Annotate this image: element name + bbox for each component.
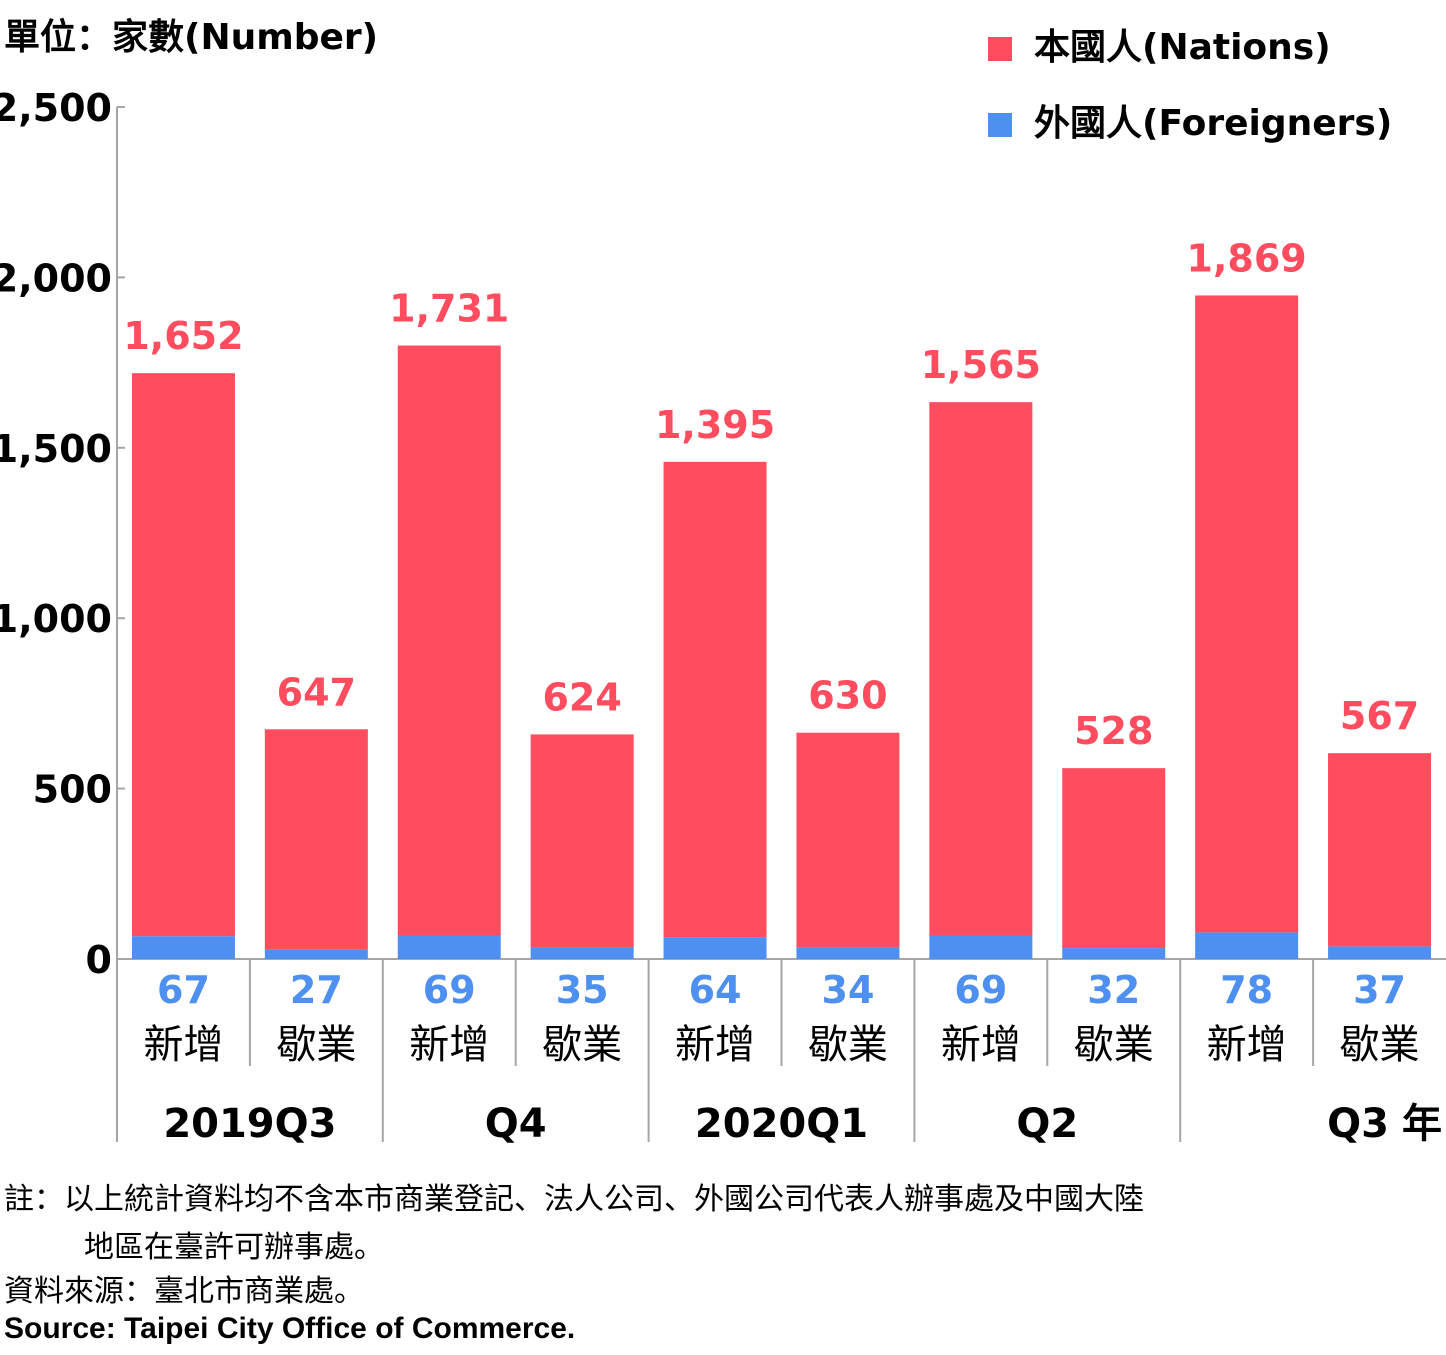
bar-foreigners bbox=[397, 935, 501, 959]
legend-item-nations: 本國人(Nations) bbox=[988, 18, 1331, 70]
legend-label-nations: 本國人(Nations) bbox=[1034, 27, 1331, 68]
bar-nations bbox=[530, 734, 634, 948]
data-label-foreigners: 67 bbox=[157, 968, 210, 1012]
x-category-label: 歇業 bbox=[808, 1022, 888, 1068]
bar-foreigners bbox=[131, 936, 235, 959]
x-year-label: 年 bbox=[1402, 1101, 1442, 1147]
bar-nations bbox=[264, 729, 368, 950]
y-tick-label: 1,000 bbox=[0, 597, 112, 641]
note-line-1: 註：以上統計資料均不含本市商業登記、法人公司、外國公司代表人辦事處及中國大陸 bbox=[4, 1182, 1144, 1217]
legend-label-foreigners: 外國人(Foreigners) bbox=[1034, 103, 1393, 144]
bar-nations bbox=[131, 373, 235, 937]
bar-foreigners bbox=[663, 937, 767, 959]
y-tick-label: 2,000 bbox=[0, 256, 112, 300]
x-category-label: 新增 bbox=[143, 1022, 223, 1068]
y-tick-label: 2,500 bbox=[0, 86, 112, 130]
data-label-nations: 624 bbox=[542, 675, 621, 719]
data-label-foreigners: 34 bbox=[822, 968, 875, 1012]
legend-swatch-foreigners bbox=[988, 113, 1012, 137]
x-group-label: Q3 bbox=[1327, 1101, 1389, 1147]
bar-foreigners bbox=[929, 935, 1033, 959]
data-label-foreigners: 27 bbox=[290, 968, 343, 1012]
data-label-nations: 528 bbox=[1074, 709, 1153, 753]
data-label-nations: 1,652 bbox=[123, 314, 243, 358]
bar-nations bbox=[1195, 295, 1299, 933]
bar-foreigners bbox=[1195, 932, 1299, 959]
data-label-foreigners: 37 bbox=[1353, 968, 1406, 1012]
data-label-foreigners: 69 bbox=[423, 968, 476, 1012]
unit-label: 單位：家數(Number) bbox=[4, 17, 379, 58]
bar-nations bbox=[663, 461, 767, 938]
note-line-2: 地區在臺許可辦事處。 bbox=[84, 1230, 384, 1265]
data-label-foreigners: 32 bbox=[1087, 968, 1140, 1012]
bar-foreigners bbox=[264, 949, 368, 959]
data-label-nations: 630 bbox=[808, 674, 887, 718]
x-group-label: Q2 bbox=[1016, 1101, 1078, 1147]
data-label-nations: 1,565 bbox=[921, 343, 1041, 387]
y-tick-label: 500 bbox=[33, 768, 112, 812]
y-tick-label: 1,500 bbox=[0, 427, 112, 471]
legend-item-foreigners: 外國人(Foreigners) bbox=[988, 94, 1392, 146]
stacked-bar-chart: 0 500 1,000 1,500 2,000 2,500 1,652 67 新增 647 27 歇業… bbox=[0, 86, 1446, 1147]
data-label-nations: 1,869 bbox=[1187, 236, 1307, 280]
y-tick-label: 0 bbox=[86, 938, 112, 982]
x-category-label: 新增 bbox=[1207, 1022, 1287, 1068]
data-label-nations: 1,395 bbox=[655, 403, 775, 447]
data-label-nations: 567 bbox=[1340, 694, 1419, 738]
x-category-label: 新增 bbox=[409, 1022, 489, 1068]
data-label-nations: 647 bbox=[277, 670, 356, 714]
x-category-label: 歇業 bbox=[1340, 1022, 1420, 1068]
bar-foreigners bbox=[1062, 948, 1166, 959]
data-label-nations: 1,731 bbox=[389, 287, 509, 331]
bar-foreigners bbox=[796, 947, 900, 959]
bar-foreigners bbox=[530, 947, 634, 959]
source-zh: 資料來源：臺北市商業處。 bbox=[4, 1274, 364, 1309]
x-group-label: 2019Q3 bbox=[163, 1101, 336, 1147]
source-en: Source: Taipei City Office of Commerce. bbox=[4, 1312, 576, 1345]
x-group-label: Q4 bbox=[485, 1101, 547, 1147]
data-label-foreigners: 78 bbox=[1220, 968, 1273, 1012]
bar-nations bbox=[1328, 753, 1432, 947]
data-label-foreigners: 64 bbox=[689, 968, 742, 1012]
x-group-label: 2020Q1 bbox=[695, 1101, 868, 1147]
bar-nations bbox=[796, 732, 900, 948]
x-category-label: 新增 bbox=[941, 1022, 1021, 1068]
x-category-label: 歇業 bbox=[276, 1022, 356, 1068]
x-category-label: 歇業 bbox=[542, 1022, 622, 1068]
bar-nations bbox=[1062, 768, 1166, 949]
x-category-label: 歇業 bbox=[1074, 1022, 1154, 1068]
data-label-foreigners: 35 bbox=[556, 968, 609, 1012]
bar-foreigners bbox=[1328, 946, 1432, 959]
x-category-label: 新增 bbox=[675, 1022, 755, 1068]
bar-nations bbox=[397, 345, 501, 936]
data-label-foreigners: 69 bbox=[954, 968, 1007, 1012]
bar-nations bbox=[929, 402, 1033, 936]
legend-swatch-nations bbox=[988, 37, 1012, 61]
